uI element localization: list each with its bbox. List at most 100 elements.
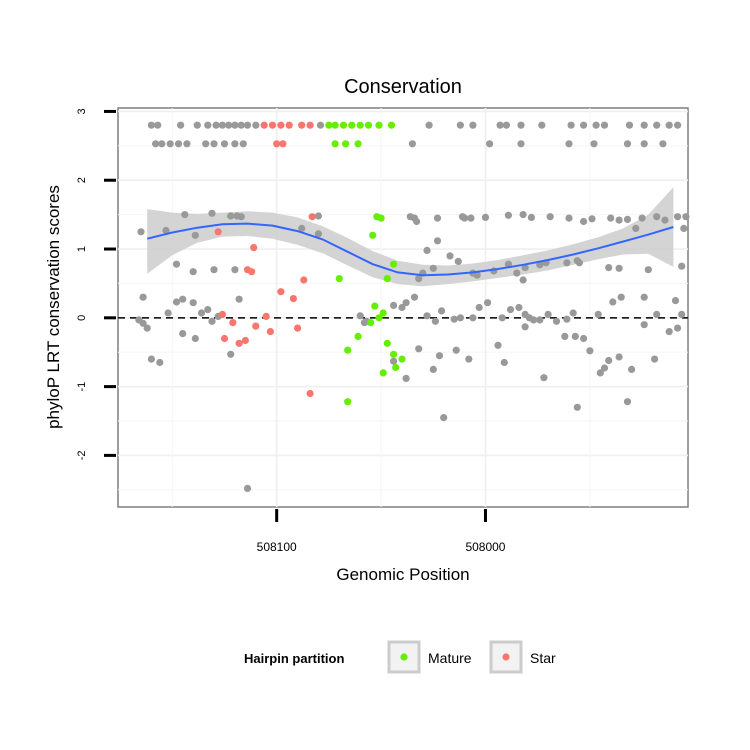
other-point <box>588 215 596 223</box>
star-point <box>248 268 256 276</box>
other-point <box>152 140 160 148</box>
other-point <box>682 213 690 221</box>
mature-point <box>325 121 333 129</box>
other-point <box>605 356 613 365</box>
other-point <box>181 211 189 219</box>
other-point <box>552 317 561 325</box>
other-point <box>435 352 444 360</box>
mature-point <box>354 332 362 340</box>
other-point <box>481 213 490 221</box>
other-point <box>653 213 661 221</box>
other-point <box>231 266 239 274</box>
star-point <box>279 140 287 148</box>
other-point <box>596 369 604 377</box>
other-point <box>536 316 544 324</box>
star-point <box>241 336 249 345</box>
other-point <box>143 324 151 332</box>
other-point <box>172 260 181 268</box>
mature-point <box>390 260 398 268</box>
other-point <box>600 121 609 129</box>
other-point <box>431 317 439 325</box>
other-point <box>475 303 483 312</box>
other-point <box>540 374 548 382</box>
other-point <box>651 355 659 363</box>
other-point <box>162 226 170 235</box>
star-point <box>277 121 285 129</box>
other-point <box>519 211 527 219</box>
star-point <box>289 295 297 303</box>
other-point <box>413 217 421 226</box>
other-point <box>592 121 600 129</box>
mature-point <box>379 309 387 317</box>
other-point <box>227 350 235 358</box>
other-point <box>237 213 245 221</box>
other-point <box>456 121 464 129</box>
other-point <box>390 301 398 309</box>
other-point <box>231 140 239 148</box>
mature-point <box>331 121 339 129</box>
other-point <box>521 323 529 331</box>
mature-point <box>379 369 387 377</box>
mature-point <box>342 140 350 148</box>
other-point <box>429 365 437 373</box>
other-point <box>156 358 164 367</box>
other-point <box>538 121 546 129</box>
other-point <box>674 121 682 129</box>
mature-point <box>377 214 385 222</box>
other-point <box>225 121 233 129</box>
other-point <box>628 365 636 373</box>
other-point <box>298 224 306 232</box>
other-point <box>179 295 187 303</box>
other-point <box>166 140 174 148</box>
other-point <box>674 324 682 332</box>
other-point <box>659 140 667 148</box>
legend-label-star: Star <box>530 650 556 666</box>
other-point <box>661 216 669 224</box>
other-point <box>452 346 460 354</box>
y-tick-label: -1 <box>76 382 88 392</box>
other-point <box>137 228 145 236</box>
mature-point <box>335 275 343 283</box>
star-point <box>220 334 229 343</box>
other-point <box>615 353 623 361</box>
mature-point <box>398 355 406 363</box>
other-point <box>193 121 201 129</box>
other-point <box>191 231 199 239</box>
other-point <box>212 121 220 129</box>
other-point <box>139 319 147 327</box>
other-point <box>356 312 364 320</box>
other-point <box>521 264 529 272</box>
other-point <box>467 214 475 222</box>
mature-point <box>371 302 379 310</box>
other-point <box>536 261 544 269</box>
other-point <box>438 307 446 315</box>
y-tick-label: 3 <box>76 108 88 114</box>
other-point <box>252 121 260 129</box>
legend-title: Hairpin partition <box>244 651 344 666</box>
star-point <box>273 140 281 148</box>
other-point <box>243 484 252 492</box>
other-point <box>183 140 191 148</box>
other-point <box>154 121 162 129</box>
other-point <box>506 306 515 314</box>
legend-swatch-star <box>502 653 510 661</box>
y-tick-label: 0 <box>76 315 88 321</box>
other-point <box>486 140 494 148</box>
y-axis-label: phyloP LRT conservation scores <box>44 185 63 429</box>
other-point <box>398 303 406 312</box>
other-point <box>678 310 686 318</box>
other-point <box>408 140 416 148</box>
other-point <box>454 257 462 265</box>
other-point <box>433 237 442 245</box>
star-point <box>260 121 268 129</box>
other-point <box>680 224 688 232</box>
other-point <box>519 276 527 284</box>
other-point <box>569 309 577 317</box>
other-point <box>517 140 525 148</box>
legend: Hairpin partition Mature Star <box>244 640 556 674</box>
other-point <box>415 275 423 283</box>
other-point <box>210 140 218 148</box>
other-point <box>500 358 508 367</box>
other-point <box>586 347 594 355</box>
mature-point <box>348 121 356 129</box>
